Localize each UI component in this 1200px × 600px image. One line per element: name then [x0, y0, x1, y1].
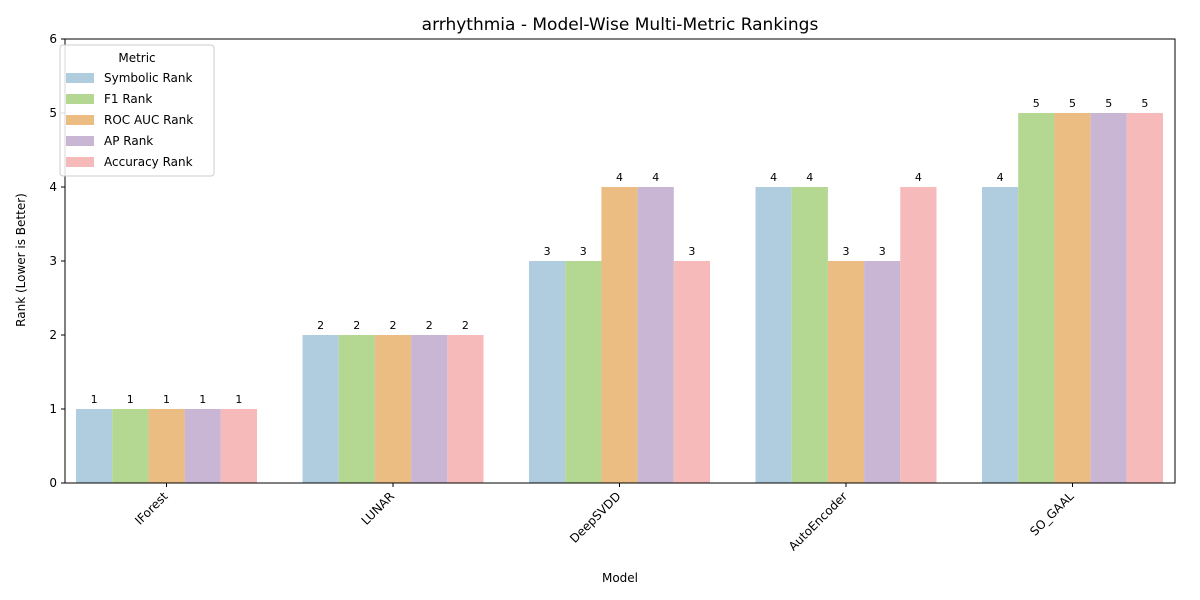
- bar-value-label: 5: [1105, 97, 1112, 110]
- bar-iforest-accuracy-rank: [220, 409, 257, 483]
- bar-iforest-roc-auc-rank: [148, 409, 185, 483]
- bar-autoencoder-f1-rank: [791, 187, 828, 483]
- legend-entry: Symbolic Rank: [104, 71, 192, 85]
- bar-lunar-symbolic-rank: [302, 335, 339, 483]
- legend-swatch: [66, 157, 94, 167]
- bar-value-label: 3: [580, 245, 587, 258]
- bar-value-label: 1: [127, 393, 134, 406]
- bar-value-label: 2: [317, 319, 324, 332]
- y-tick-label: 1: [49, 402, 57, 416]
- legend-swatch: [66, 94, 94, 104]
- chart-title: arrhythmia - Model-Wise Multi-Metric Ran…: [422, 15, 819, 35]
- legend-entry: Accuracy Rank: [104, 155, 193, 169]
- x-axis-label: Model: [602, 571, 638, 585]
- bar-value-label: 4: [770, 171, 777, 184]
- bar-value-label: 2: [390, 319, 397, 332]
- legend-entry: AP Rank: [104, 134, 153, 148]
- bar-autoencoder-ap-rank: [864, 261, 901, 483]
- bar-value-label: 5: [1033, 97, 1040, 110]
- legend-entry: F1 Rank: [104, 92, 152, 106]
- bar-deepsvdd-f1-rank: [565, 261, 602, 483]
- bar-value-label: 3: [544, 245, 551, 258]
- bar-value-label: 2: [426, 319, 433, 332]
- bar-autoencoder-accuracy-rank: [900, 187, 937, 483]
- legend-box: [59, 44, 215, 177]
- bar-so-gaal-f1-rank: [1018, 113, 1055, 483]
- bar-value-label: 4: [616, 171, 623, 184]
- bar-so-gaal-symbolic-rank: [982, 187, 1019, 483]
- y-axis-label: Rank (Lower is Better): [14, 193, 28, 327]
- y-tick-label: 6: [49, 32, 57, 46]
- legend-swatch: [66, 73, 94, 83]
- bar-value-label: 2: [462, 319, 469, 332]
- bar-iforest-ap-rank: [184, 409, 221, 483]
- legend-swatch: [66, 115, 94, 125]
- bar-labels: 1 2 3 4 4 1 2 3 4 5 1 2 4 3 5 1 2 4 3 5 1 2 3 4 5: [91, 97, 1149, 406]
- bar-lunar-accuracy-rank: [447, 335, 484, 483]
- bar-value-label: 4: [997, 171, 1004, 184]
- y-tick-label: 4: [49, 180, 57, 194]
- bar-value-label: 3: [688, 245, 695, 258]
- bar-value-label: 3: [843, 245, 850, 258]
- bar-autoencoder-symbolic-rank: [755, 187, 792, 483]
- legend-swatch: [66, 136, 94, 146]
- bar-value-label: 1: [91, 393, 98, 406]
- bar-lunar-roc-auc-rank: [374, 335, 412, 483]
- y-tick-label: 0: [49, 476, 57, 490]
- bar-so-gaal-accuracy-rank: [1126, 113, 1163, 483]
- bar-deepsvdd-accuracy-rank: [673, 261, 710, 483]
- bar-iforest-f1-rank: [112, 409, 149, 483]
- y-tick-label: 2: [49, 328, 57, 342]
- bar-value-label: 4: [915, 171, 922, 184]
- bar-deepsvdd-ap-rank: [637, 187, 674, 483]
- y-tick-label: 5: [49, 106, 57, 120]
- x-tick-label: IForest: [132, 489, 171, 528]
- bars: [76, 113, 1163, 483]
- bar-value-label: 4: [806, 171, 813, 184]
- y-tick-label: 3: [49, 254, 57, 268]
- legend-title: Metric: [118, 51, 155, 65]
- bar-value-label: 1: [163, 393, 170, 406]
- bar-value-label: 2: [353, 319, 360, 332]
- legend-entry: ROC AUC Rank: [104, 113, 193, 127]
- legend: Metric Symbolic Rank F1 Rank ROC AUC Rank AP…: [59, 44, 215, 177]
- bar-value-label: 5: [1069, 97, 1076, 110]
- x-tick-label: DeepSVDD: [567, 489, 624, 546]
- bar-value-label: 5: [1141, 97, 1148, 110]
- bar-iforest-symbolic-rank: [76, 409, 113, 483]
- bar-lunar-f1-rank: [338, 335, 375, 483]
- x-tick-label: LUNAR: [359, 489, 397, 527]
- bar-value-label: 1: [199, 393, 206, 406]
- bar-deepsvdd-roc-auc-rank: [601, 187, 638, 483]
- bar-value-label: 3: [879, 245, 886, 258]
- bar-lunar-ap-rank: [411, 335, 448, 483]
- bar-value-label: 4: [652, 171, 659, 184]
- x-tick-label: AutoEncoder: [786, 489, 850, 553]
- x-tick-label: SO_GAAL: [1027, 489, 1077, 539]
- bar-value-label: 1: [235, 393, 242, 406]
- bar-so-gaal-ap-rank: [1090, 113, 1127, 483]
- y-axis-ticks: 0 1 2 3 4 5 6: [49, 32, 65, 490]
- bar-so-gaal-roc-auc-rank: [1054, 113, 1091, 483]
- bar-autoencoder-roc-auc-rank: [827, 261, 865, 483]
- x-axis-ticks: IForest LUNAR DeepSVDD AutoEncoder SO_GAAL: [132, 483, 1077, 554]
- bar-deepsvdd-symbolic-rank: [529, 261, 566, 483]
